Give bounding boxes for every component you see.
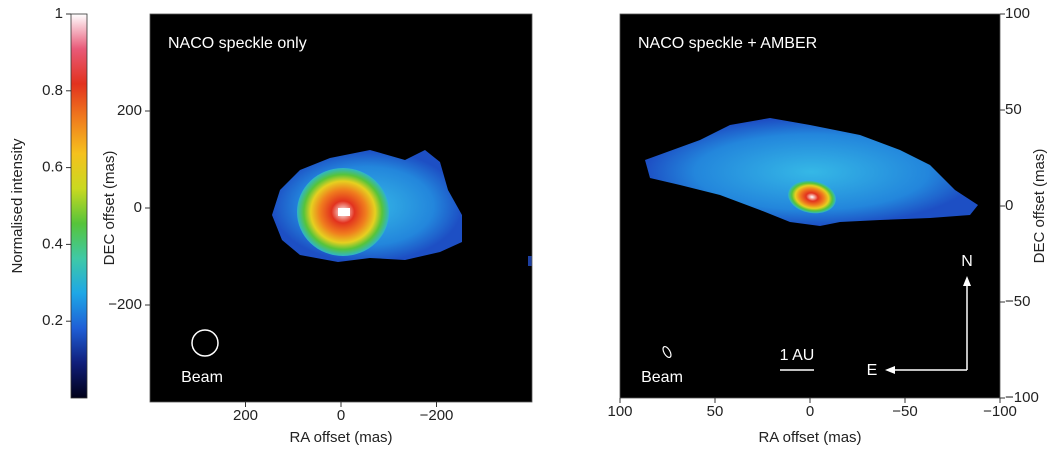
- y-tick-label: 0.2: [42, 312, 63, 329]
- x-tick-label: 0: [337, 407, 345, 424]
- beam: [191, 329, 219, 357]
- y-tick-label: 0.6: [42, 159, 63, 176]
- y-tick-label: 50: [1005, 101, 1022, 118]
- y-tick-label: 100: [1005, 5, 1030, 22]
- x-axis-label: RA offset (mas): [289, 429, 392, 446]
- colorbar: [70, 13, 88, 399]
- annotation: Beam: [181, 369, 223, 386]
- y-tick-label: −50: [1005, 293, 1030, 310]
- y-tick-label: 0.8: [42, 82, 63, 99]
- annotation: 1 AU: [780, 347, 815, 364]
- x-tick-label: 200: [233, 407, 258, 424]
- y-tick-label: 200: [117, 102, 142, 119]
- annotation: E: [867, 362, 878, 379]
- panel-title: NACO speckle + AMBER: [638, 35, 817, 52]
- annotation: Beam: [641, 369, 683, 386]
- x-tick-label: 0: [806, 403, 814, 420]
- peak: [338, 208, 350, 216]
- y-tick-label: 0: [1005, 197, 1013, 214]
- arrow-head: [885, 366, 895, 374]
- y-tick-label: −200: [108, 296, 142, 313]
- y-tick-label: −100: [1005, 389, 1039, 406]
- x-tick-label: 50: [707, 403, 724, 420]
- beam: [662, 345, 672, 359]
- x-tick-label: 100: [607, 403, 632, 420]
- x-tick-label: −200: [420, 407, 454, 424]
- x-tick-label: −100: [983, 403, 1017, 420]
- x-tick-label: −50: [892, 403, 917, 420]
- y-tick-label: 0: [134, 199, 142, 216]
- y-axis-label: Normalised intensity: [9, 138, 26, 274]
- y-tick-label: 0.4: [42, 235, 63, 252]
- noise: [528, 256, 532, 266]
- emission-halo: [645, 118, 978, 226]
- y-axis-label: DEC offset (mas): [101, 151, 118, 266]
- emission-core: [788, 180, 836, 214]
- y-tick-label: 1: [55, 5, 63, 22]
- annotation: N: [961, 253, 973, 270]
- panel-title: NACO speckle only: [168, 35, 307, 52]
- x-axis-label: RA offset (mas): [758, 429, 861, 446]
- y-axis-label: DEC offset (mas): [1031, 149, 1048, 264]
- arrow-head: [963, 276, 971, 286]
